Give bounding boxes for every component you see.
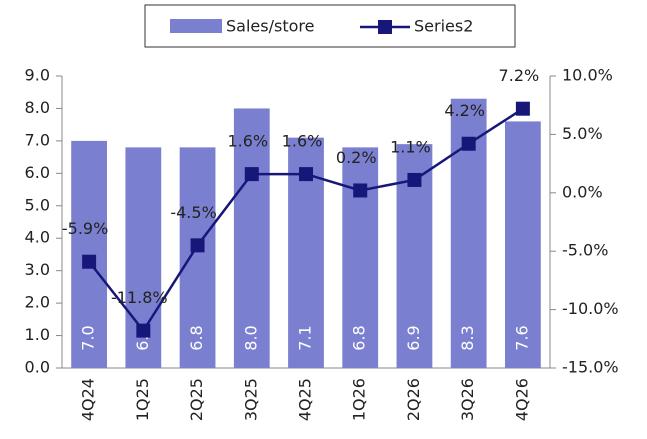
line-marker (190, 238, 205, 253)
y2-tick-label: 5.0% (562, 124, 603, 143)
bar-value-label: 8.3 (458, 325, 477, 350)
y2-tick-label: 0.0% (562, 182, 603, 201)
bar-value-label: 6.9 (404, 325, 423, 350)
line-marker (136, 323, 151, 338)
line-value-label: 7.2% (499, 66, 540, 85)
x-tick-label: 3Q26 (458, 378, 477, 421)
x-tick-label: 2Q25 (187, 378, 206, 421)
line-marker (244, 167, 259, 182)
line-value-label: 4.2% (444, 101, 485, 120)
line-marker (407, 172, 422, 187)
line-value-label: -11.8% (111, 288, 168, 307)
x-tick-label: 1Q25 (133, 378, 152, 421)
bar (504, 121, 541, 368)
line-marker (353, 183, 368, 198)
legend-label: Series2 (414, 17, 473, 36)
y-tick-label: 7.0 (25, 130, 50, 149)
legend-marker (378, 20, 392, 34)
bar-value-label: 7.1 (296, 325, 315, 350)
x-tick-label: 4Q25 (296, 378, 315, 421)
line-value-label: -5.9% (62, 219, 108, 238)
y-tick-label: 9.0 (25, 66, 50, 85)
line-value-label: -4.5% (170, 203, 216, 222)
line-value-label: 1.1% (390, 137, 431, 156)
bar-value-label: 6.8 (187, 325, 206, 350)
legend-label: Sales/store (226, 17, 314, 36)
bar (71, 140, 108, 368)
bar (179, 147, 216, 368)
line-value-label: 0.2% (336, 148, 377, 167)
x-tick-label: 1Q26 (350, 378, 369, 421)
bar-value-label: 6.8 (350, 325, 369, 350)
bar-value-label: 7.6 (512, 325, 531, 350)
line-value-label: 1.6% (227, 132, 268, 151)
line-marker (82, 254, 97, 269)
y2-tick-label: -15.0% (562, 358, 619, 377)
y2-tick-label: -10.0% (562, 299, 619, 318)
y-tick-label: 0.0 (25, 358, 50, 377)
bar-value-label: 7.0 (79, 325, 98, 350)
line-marker (515, 101, 530, 116)
x-tick-label: 4Q26 (512, 378, 531, 421)
y-tick-label: 6.0 (25, 163, 50, 182)
y-tick-label: 4.0 (25, 228, 50, 247)
y-tick-label: 2.0 (25, 293, 50, 312)
y-tick-label: 3.0 (25, 260, 50, 279)
y2-tick-label: -5.0% (562, 241, 608, 260)
bar-value-label: 8.0 (241, 325, 260, 350)
line-marker (461, 136, 476, 151)
x-tick-label: 3Q25 (241, 378, 260, 421)
x-tick-label: 4Q24 (79, 378, 98, 421)
bar (233, 108, 270, 368)
legend-swatch (170, 19, 222, 33)
y-tick-label: 8.0 (25, 98, 50, 117)
x-tick-label: 2Q26 (404, 378, 423, 421)
y2-tick-label: 10.0% (562, 66, 613, 85)
y-tick-label: 5.0 (25, 195, 50, 214)
y-tick-label: 1.0 (25, 325, 50, 344)
line-marker (299, 167, 313, 182)
line-value-label: 1.6% (282, 132, 323, 151)
